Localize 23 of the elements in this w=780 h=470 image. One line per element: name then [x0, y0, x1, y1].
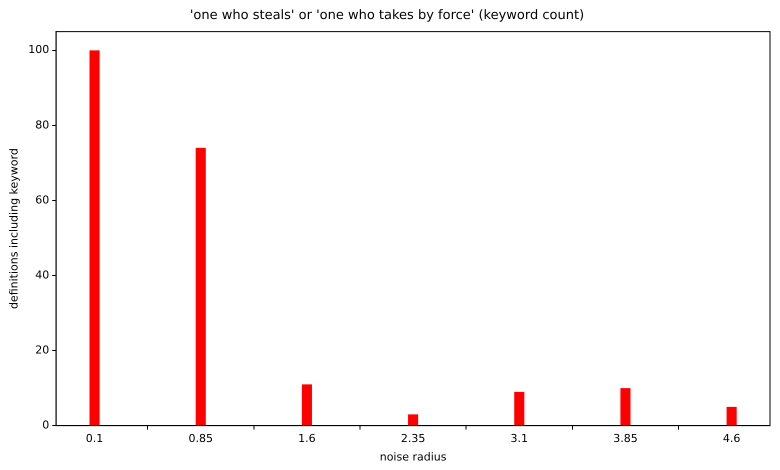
x-tick-label: 2.35	[400, 432, 426, 446]
y-axis-title: definitions including keyword	[7, 148, 20, 310]
bar	[620, 388, 630, 426]
y-tick-label: 20	[35, 343, 50, 356]
x-axis-title: noise radius	[380, 450, 447, 464]
bar	[726, 406, 737, 426]
bar	[90, 50, 100, 426]
y-tick-label: 60	[35, 193, 50, 206]
bar	[196, 148, 206, 426]
chart-title: 'one who steals' or 'one who takes by force' (keyword count)	[190, 8, 584, 24]
y-tick-label: 40	[35, 268, 50, 282]
x-tick-label: 4.6	[722, 432, 740, 446]
y-tick-label: 0	[42, 418, 50, 432]
x-tick-label: 3.1	[510, 432, 528, 446]
bar	[302, 384, 312, 426]
y-tick-label: 80	[35, 118, 50, 132]
y-tick-label: 100	[28, 43, 50, 56]
x-tick-label: 3.85	[613, 432, 638, 446]
bar	[408, 414, 418, 426]
x-tick-label: 0.85	[188, 432, 213, 446]
x-tick-label: 0.1	[86, 432, 104, 446]
x-tick-label: 1.6	[298, 432, 316, 446]
bar	[514, 392, 524, 426]
